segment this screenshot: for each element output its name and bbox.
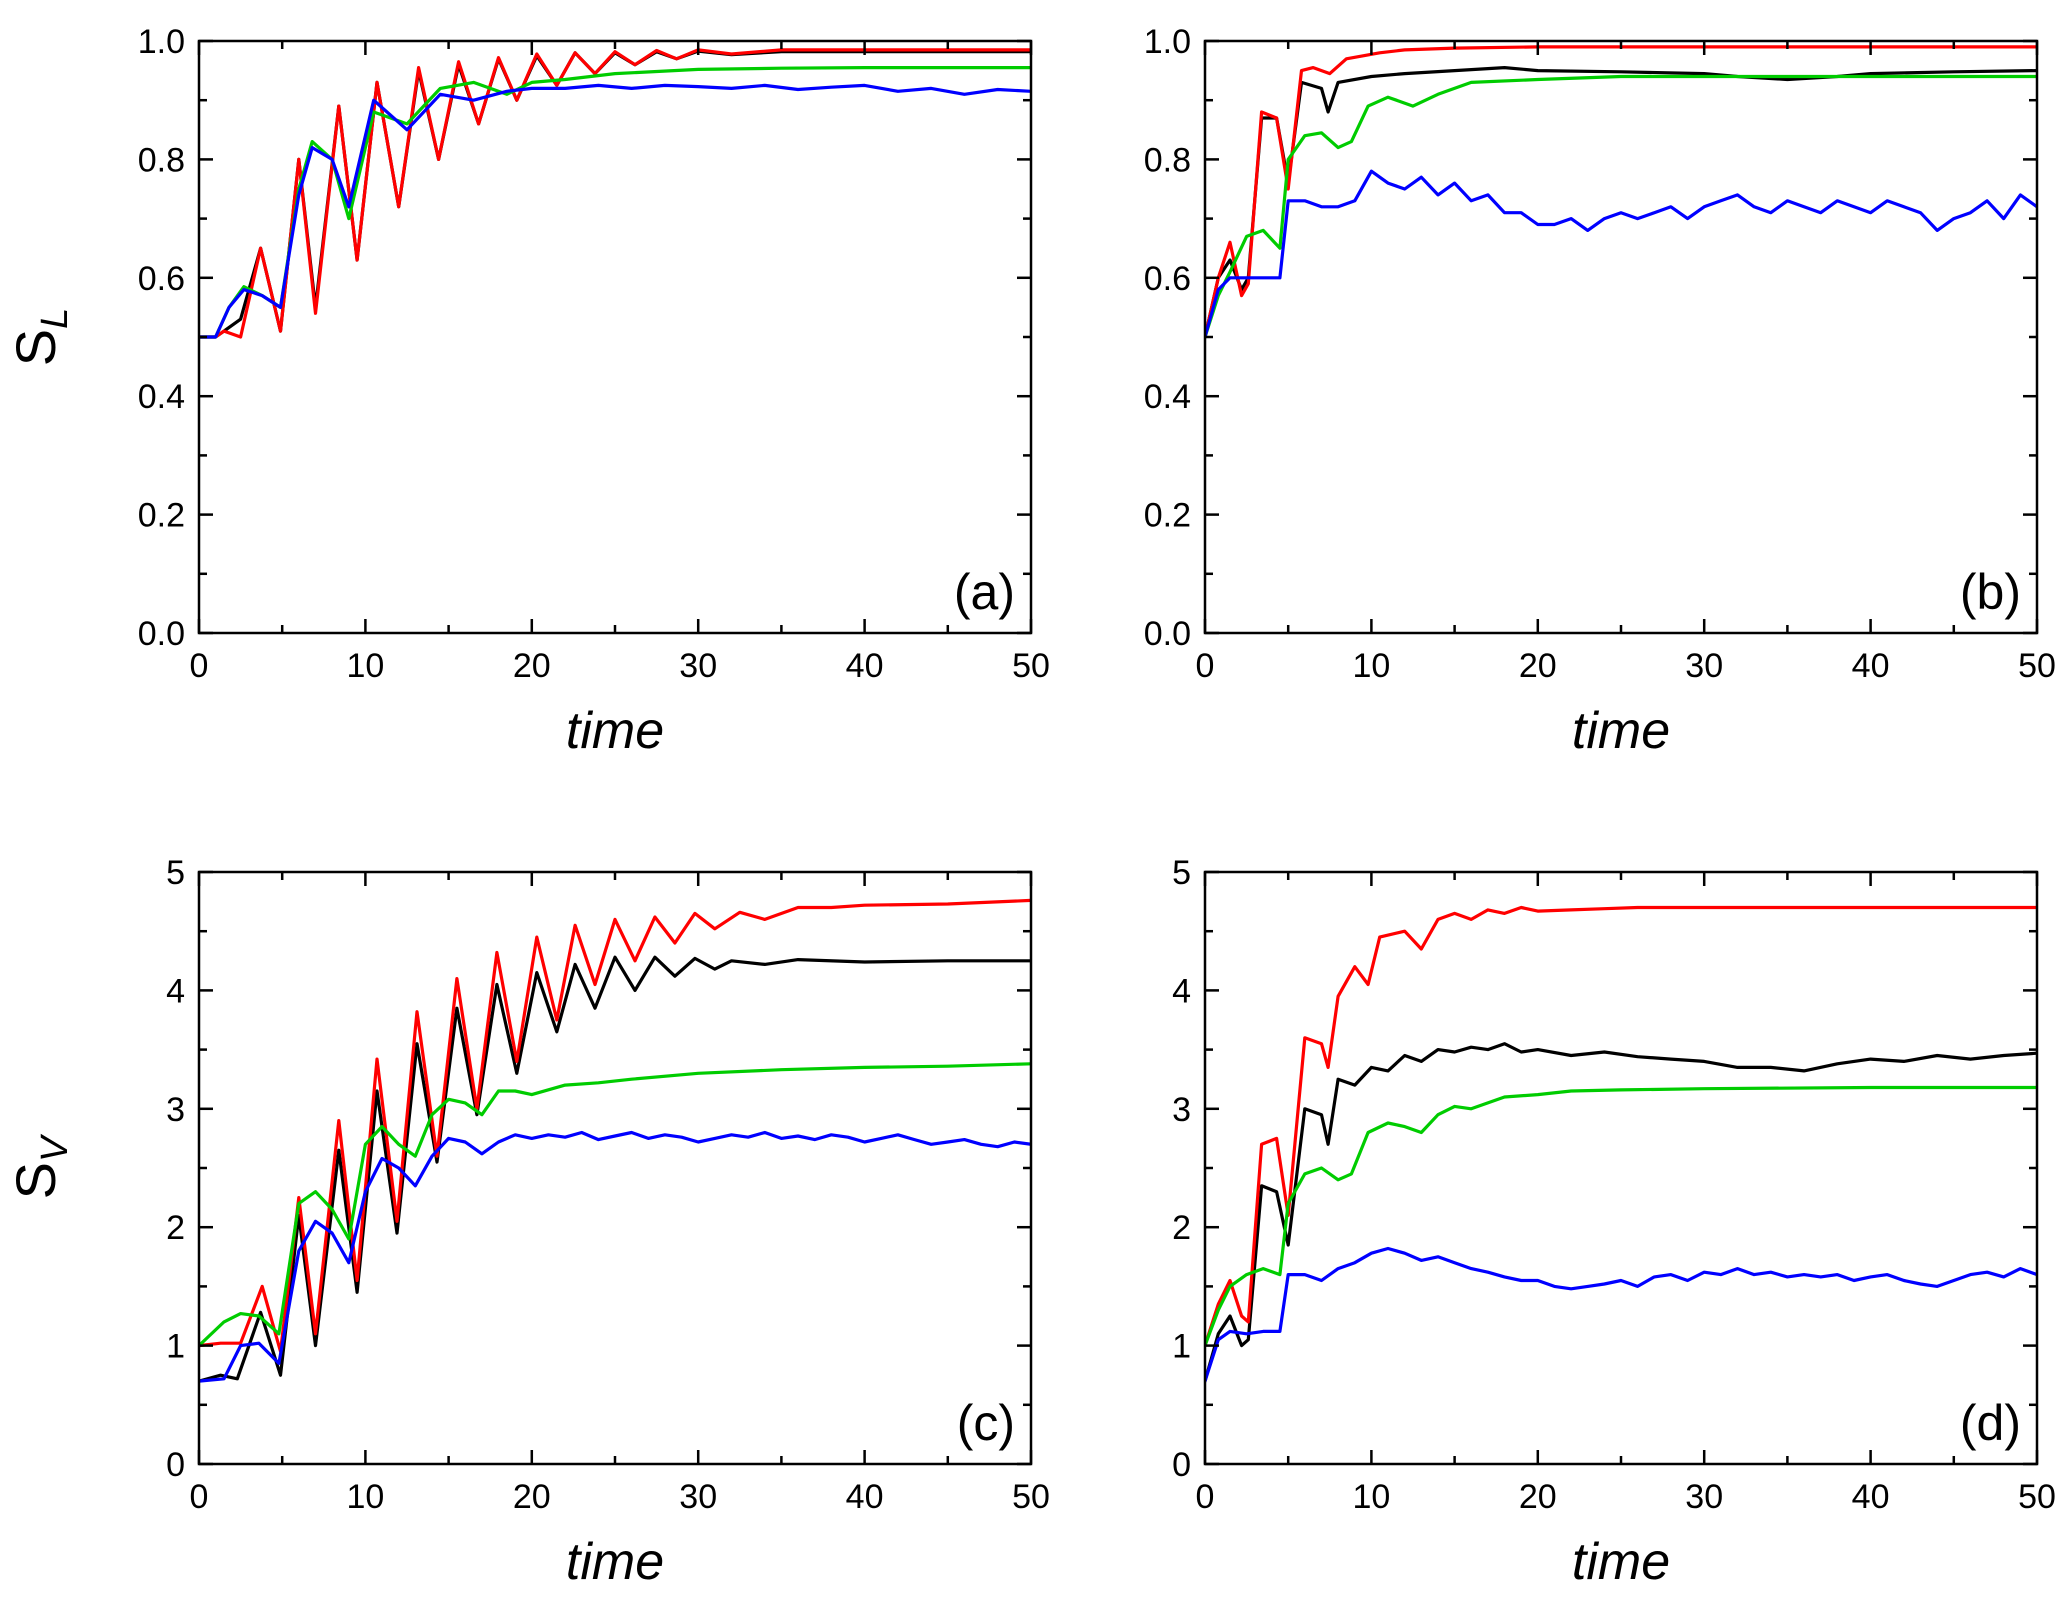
y-axis-title-a: SL xyxy=(4,308,76,367)
series-line-blue-d xyxy=(1205,1246,2037,1383)
x-tick-label-b: 40 xyxy=(1852,647,1890,685)
y-axis-title-main-c: S xyxy=(4,1162,67,1199)
panel-a: 0 10 20 30 40 50 0.0 0.2 0.4 0.6 0.8 1.0 time SL (a) xyxy=(4,23,1050,760)
plot-area-c xyxy=(199,898,1031,1383)
x-tick-label-a: 30 xyxy=(679,647,717,685)
series-line-red-c xyxy=(199,898,1031,1354)
x-tick-label-c: 50 xyxy=(1012,1478,1050,1516)
panel-c: 0 10 20 30 40 50 0 1 2 3 4 5 time SV (c) xyxy=(4,854,1050,1591)
x-axis-title-c: time xyxy=(566,1533,664,1591)
y-tick-label-d: 0 xyxy=(1172,1446,1191,1484)
x-tick-label-c: 0 xyxy=(190,1478,209,1516)
x-tick-label-d: 30 xyxy=(1685,1478,1723,1516)
x-tick-label-a: 20 xyxy=(513,647,551,685)
x-axis-title-b: time xyxy=(1572,702,1670,760)
x-tick-label-c: 20 xyxy=(513,1478,551,1516)
y-tick-label-a: 0.0 xyxy=(138,615,185,653)
panel-d: 0 10 20 30 40 50 0 1 2 3 4 5 time (d) xyxy=(1172,854,2056,1591)
y-axis-title-c: SV xyxy=(4,1133,76,1199)
y-tick-label-d: 2 xyxy=(1172,1209,1191,1247)
panel-b: 0 10 20 30 40 50 0.0 0.2 0.4 0.6 0.8 1.0 time (b) xyxy=(1144,23,2056,760)
series-line-blue-c xyxy=(199,1130,1031,1383)
plot-area-b xyxy=(1205,45,2037,339)
series-line-blue-a xyxy=(199,83,1031,339)
x-tick-label-c: 30 xyxy=(679,1478,717,1516)
series-line-green-c xyxy=(199,1062,1031,1348)
y-tick-label-b: 0.8 xyxy=(1144,141,1191,179)
x-tick-label-d: 20 xyxy=(1519,1478,1557,1516)
x-tick-label-a: 50 xyxy=(1012,647,1050,685)
y-tick-label-a: 0.4 xyxy=(138,378,185,416)
x-tick-label-b: 0 xyxy=(1196,647,1215,685)
x-tick-label-a: 0 xyxy=(190,647,209,685)
panel-label-c: (c) xyxy=(957,1395,1015,1451)
series-line-green-b xyxy=(1205,74,2037,339)
y-tick-label-c: 3 xyxy=(166,1091,185,1129)
plot-frame-a xyxy=(197,39,1033,635)
plot-frame-d xyxy=(1203,870,2039,1466)
x-tick-label-d: 40 xyxy=(1852,1478,1890,1516)
plot-frame-b xyxy=(1203,39,2039,635)
series-line-green-d xyxy=(1205,1085,2037,1348)
x-axis-title-a: time xyxy=(566,702,664,760)
y-axis-title-main-a: S xyxy=(4,329,67,366)
y-tick-label-c: 2 xyxy=(166,1209,185,1247)
panel-label-d: (d) xyxy=(1960,1395,2021,1451)
x-tick-label-b: 50 xyxy=(2018,647,2056,685)
x-tick-label-d: 0 xyxy=(1196,1478,1215,1516)
x-tick-label-d: 50 xyxy=(2018,1478,2056,1516)
series-line-red-a xyxy=(199,48,1031,339)
y-tick-label-b: 0.6 xyxy=(1144,260,1191,298)
y-axis-title-subscript-c: V xyxy=(34,1133,76,1162)
series-line-red-d xyxy=(1205,905,2037,1348)
y-tick-label-d: 3 xyxy=(1172,1091,1191,1129)
y-tick-label-c: 5 xyxy=(166,854,185,892)
y-tick-label-c: 4 xyxy=(166,972,185,1010)
y-tick-label-d: 4 xyxy=(1172,972,1191,1010)
y-tick-label-a: 0.2 xyxy=(138,497,185,535)
panel-label-a: (a) xyxy=(954,564,1015,620)
y-tick-label-c: 0 xyxy=(166,1446,185,1484)
y-tick-label-b: 0.0 xyxy=(1144,615,1191,653)
series-line-black-c xyxy=(199,955,1031,1383)
y-tick-label-c: 1 xyxy=(166,1328,185,1366)
y-tick-label-d: 1 xyxy=(1172,1328,1191,1366)
x-tick-label-d: 10 xyxy=(1352,1478,1390,1516)
y-tick-label-d: 5 xyxy=(1172,854,1191,892)
x-tick-label-b: 30 xyxy=(1685,647,1723,685)
y-tick-label-b: 0.4 xyxy=(1144,378,1191,416)
x-tick-label-c: 10 xyxy=(346,1478,384,1516)
y-tick-label-a: 1.0 xyxy=(138,23,185,61)
x-tick-label-b: 20 xyxy=(1519,647,1557,685)
x-tick-label-a: 10 xyxy=(346,647,384,685)
x-tick-label-b: 10 xyxy=(1352,647,1390,685)
y-tick-label-b: 1.0 xyxy=(1144,23,1191,61)
series-line-black-a xyxy=(199,49,1031,339)
series-line-blue-b xyxy=(1205,169,2037,339)
y-tick-label-a: 0.6 xyxy=(138,260,185,298)
x-axis-title-d: time xyxy=(1572,1533,1670,1591)
plot-area-d xyxy=(1205,905,2037,1383)
series-line-red-b xyxy=(1205,45,2037,339)
series-line-green-a xyxy=(199,66,1031,339)
plot-area-a xyxy=(199,48,1031,339)
series-line-black-b xyxy=(1205,66,2037,339)
panel-label-b: (b) xyxy=(1960,564,2021,620)
x-tick-label-c: 40 xyxy=(846,1478,884,1516)
y-tick-label-a: 0.8 xyxy=(138,141,185,179)
x-tick-label-a: 40 xyxy=(846,647,884,685)
y-tick-label-b: 0.2 xyxy=(1144,497,1191,535)
series-line-black-d xyxy=(1205,1042,2037,1383)
y-axis-title-subscript-a: L xyxy=(34,308,76,329)
